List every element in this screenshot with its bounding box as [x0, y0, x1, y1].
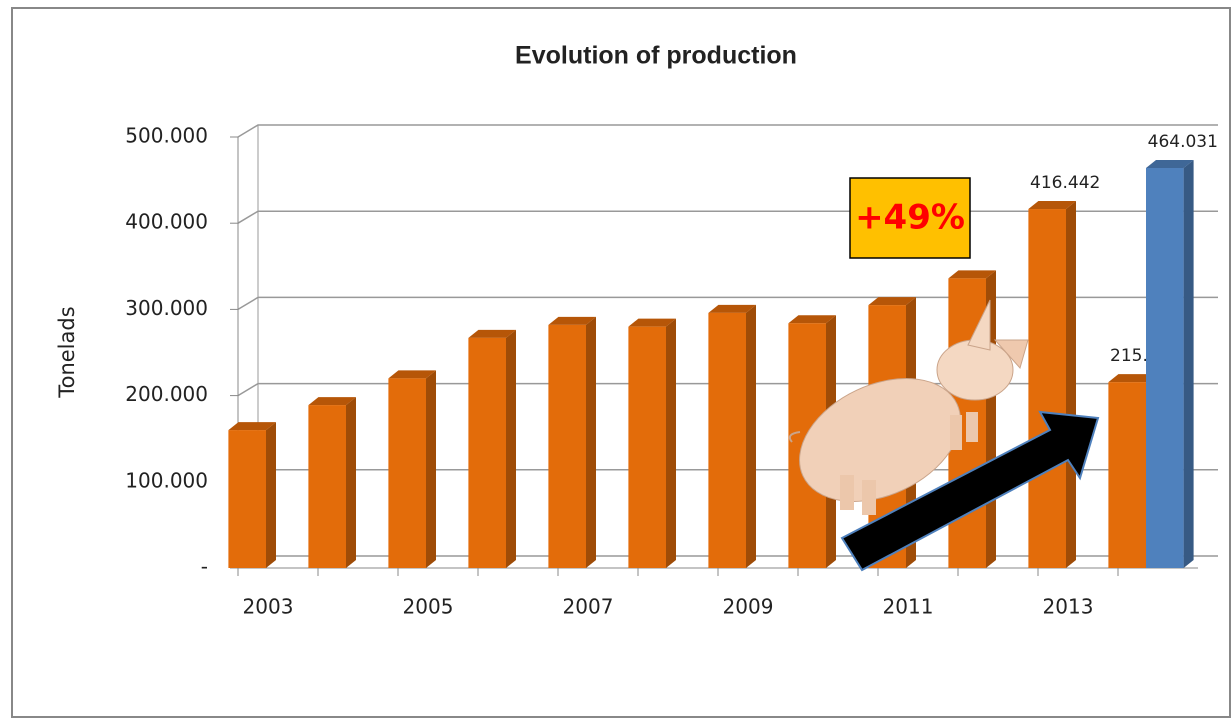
x-tick-label: 2005: [403, 595, 454, 619]
bar-top: [788, 315, 836, 324]
bar: [228, 430, 266, 568]
bar-side: [1066, 201, 1076, 569]
x-tick-label: 2003: [243, 595, 294, 619]
bar: [708, 312, 746, 568]
bar-side: [426, 370, 436, 568]
decorations: +49%: [788, 177, 1100, 572]
bar-top: [468, 329, 516, 338]
pig-illustration: [788, 299, 1029, 515]
y-tick-label: 200.000: [125, 382, 208, 406]
bar: [468, 337, 506, 568]
bar-side: [746, 304, 756, 568]
grid-line: [237, 124, 1218, 138]
y-tick-label: 100.000: [125, 468, 208, 492]
annotation-text: +49%: [855, 198, 965, 238]
annotation-box: [849, 177, 971, 259]
bar-top: [628, 318, 676, 327]
bar-side: [1183, 160, 1194, 568]
bar: [388, 378, 426, 568]
bar-top: [1028, 201, 1076, 210]
bar-side: [586, 316, 596, 568]
bar: [1108, 382, 1146, 568]
bar-top: [228, 422, 276, 431]
bar: [1146, 168, 1184, 568]
bar-top: [1108, 374, 1156, 383]
x-tick-label: 2007: [563, 595, 614, 619]
bar-top: [708, 304, 756, 313]
bar: [548, 324, 586, 568]
y-tick-label: 500.000: [125, 124, 208, 148]
chart-title: Evolution of production: [515, 42, 797, 70]
trend-arrow: [840, 410, 1100, 572]
x-tick-label: 2013: [1043, 595, 1094, 619]
bar-side: [266, 422, 276, 568]
bar-side: [346, 397, 356, 568]
bar-side: [666, 318, 676, 568]
chart-border: [11, 7, 1231, 718]
x-tick-label: 2009: [723, 595, 774, 619]
data-label: 416.442: [1030, 173, 1100, 193]
bar-top: [1146, 160, 1194, 169]
x-tick-label: 2011: [883, 595, 934, 619]
y-tick-label: -: [201, 555, 208, 579]
data-label: 464.031: [1148, 132, 1218, 152]
bar-top: [948, 270, 996, 279]
bar: [308, 405, 346, 568]
bar-top: [388, 370, 436, 379]
bar: [628, 326, 666, 568]
y-tick-label: 300.000: [125, 296, 208, 320]
bar-side: [506, 329, 516, 568]
y-tick-label: 400.000: [125, 210, 208, 234]
bar-top: [548, 316, 596, 325]
bar: [1028, 209, 1066, 569]
bar-top: [868, 297, 916, 306]
y-axis-label: Tonelads: [55, 306, 79, 398]
bar-top: [308, 397, 356, 406]
